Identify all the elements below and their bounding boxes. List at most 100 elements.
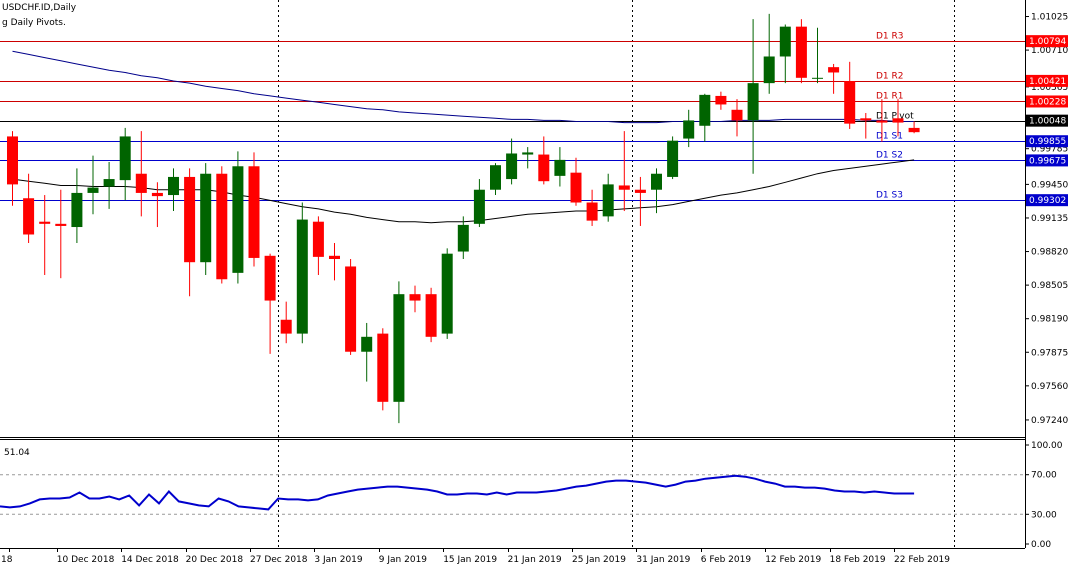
price-tick-label: 0.98505 bbox=[1031, 281, 1068, 291]
rsi-value-label: 51.04 bbox=[4, 448, 30, 458]
candle-body bbox=[538, 154, 550, 182]
candle-body bbox=[699, 94, 711, 126]
candle-body bbox=[602, 184, 614, 217]
candle bbox=[779, 24, 791, 84]
candle bbox=[329, 243, 340, 281]
candle bbox=[280, 301, 292, 344]
candle-body bbox=[39, 221, 51, 224]
time-tick-label: 9 Jan 2019 bbox=[379, 555, 427, 565]
price-tag-d1-r3: 1.00794 bbox=[1026, 35, 1068, 48]
price-tag-value: 1.00794 bbox=[1029, 37, 1066, 47]
time-tick-label: 14 Dec 2018 bbox=[121, 555, 179, 565]
candle-body bbox=[312, 221, 324, 257]
candle-body bbox=[216, 173, 228, 280]
price-tag-d1-s1: 0.99855 bbox=[1026, 135, 1068, 148]
pivot-label: D1 Pivot bbox=[876, 112, 914, 122]
time-tick-label: 22 Feb 2019 bbox=[894, 555, 950, 565]
time-tick-label: 18 bbox=[1, 555, 13, 565]
candle-body bbox=[119, 136, 131, 181]
candle-body bbox=[570, 172, 582, 203]
candle-body bbox=[425, 294, 437, 337]
candle bbox=[844, 61, 856, 129]
candle-body bbox=[860, 118, 872, 121]
candle bbox=[119, 127, 131, 201]
candle-body bbox=[554, 159, 566, 176]
moving-average-long bbox=[12, 50, 915, 124]
candle bbox=[200, 163, 212, 275]
price-tag-value: 1.00048 bbox=[1029, 117, 1066, 127]
candle-body bbox=[763, 56, 775, 84]
candle-body bbox=[828, 67, 840, 73]
price-tick-label: 0.97240 bbox=[1031, 416, 1068, 426]
price-tag-d1-pivot: 1.00048 bbox=[1026, 114, 1068, 127]
price-tag-bg bbox=[1026, 135, 1068, 148]
price-tag-value: 1.00228 bbox=[1029, 97, 1066, 107]
candle-body bbox=[23, 198, 35, 235]
time-tick-label: 31 Jan 2019 bbox=[636, 555, 690, 565]
candle bbox=[812, 27, 823, 84]
candle-body bbox=[200, 173, 212, 263]
candle bbox=[296, 202, 308, 344]
candle bbox=[135, 131, 147, 217]
candle bbox=[312, 216, 324, 275]
candle-body bbox=[7, 136, 18, 185]
candle-body bbox=[683, 120, 695, 139]
candle bbox=[457, 216, 469, 260]
candle bbox=[103, 162, 115, 209]
candle bbox=[522, 147, 534, 169]
candle-body bbox=[184, 176, 196, 263]
pivot-label: D1 R1 bbox=[876, 92, 904, 102]
price-tag-bg bbox=[1026, 194, 1068, 207]
candle bbox=[554, 147, 566, 187]
time-tick-label: 6 Feb 2019 bbox=[701, 555, 752, 565]
candle bbox=[87, 155, 99, 215]
candle-body bbox=[795, 26, 807, 78]
candle bbox=[248, 152, 260, 267]
rsi-tick-label: 0.00 bbox=[1031, 540, 1051, 550]
candle bbox=[216, 166, 228, 284]
price-tick-label: 0.97875 bbox=[1031, 348, 1068, 358]
price-tag-bg bbox=[1026, 95, 1068, 108]
candle bbox=[55, 189, 67, 279]
price-tag-d1-s2: 0.99675 bbox=[1026, 154, 1068, 167]
candle bbox=[361, 322, 373, 382]
candle bbox=[618, 131, 630, 212]
pivot-label: D1 S3 bbox=[876, 191, 903, 201]
candle bbox=[23, 173, 35, 244]
price-tick-label: 1.00365 bbox=[1031, 83, 1068, 93]
time-tick-label: 27 Dec 2018 bbox=[250, 555, 308, 565]
candle-body bbox=[135, 173, 147, 193]
candle bbox=[683, 109, 695, 148]
candle-body bbox=[473, 189, 485, 224]
candle bbox=[667, 136, 679, 180]
price-tick-label: 0.98190 bbox=[1031, 315, 1068, 325]
candle bbox=[377, 328, 389, 411]
candle-body bbox=[377, 333, 389, 402]
price-tick-label: 1.00710 bbox=[1031, 46, 1068, 56]
candle-body bbox=[345, 266, 357, 352]
candle bbox=[586, 189, 598, 226]
candle-body bbox=[296, 219, 308, 334]
price-tick-label: 0.98820 bbox=[1031, 248, 1068, 258]
candle bbox=[232, 151, 244, 284]
candle-body bbox=[779, 26, 791, 57]
chart-symbol-title: USDCHF.ID,Daily bbox=[2, 3, 77, 13]
price-tag-value: 0.99855 bbox=[1029, 137, 1066, 147]
time-tick-label: 18 Feb 2019 bbox=[830, 555, 886, 565]
time-tick-label: 25 Jan 2019 bbox=[572, 555, 626, 565]
price-tick-label: 0.99785 bbox=[1031, 145, 1068, 155]
candle bbox=[409, 285, 421, 313]
candle bbox=[602, 173, 614, 222]
candle-body bbox=[248, 166, 260, 258]
candle bbox=[168, 168, 179, 212]
candle-body bbox=[168, 176, 179, 196]
candle bbox=[892, 99, 904, 137]
candle-body bbox=[361, 336, 373, 352]
candle bbox=[538, 136, 550, 185]
candle bbox=[506, 138, 518, 185]
candle-body bbox=[667, 140, 679, 177]
candle bbox=[715, 91, 727, 110]
candle-body bbox=[280, 319, 292, 334]
candle-body bbox=[651, 173, 662, 190]
candle-body bbox=[393, 294, 405, 402]
